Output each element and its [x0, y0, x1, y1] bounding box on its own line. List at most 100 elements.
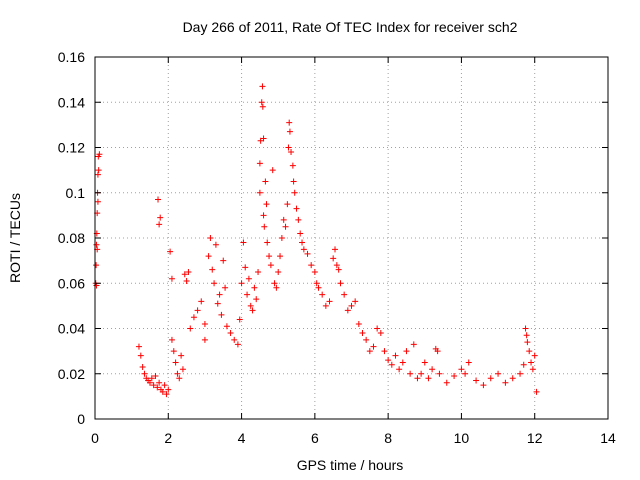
data-point	[222, 284, 229, 291]
data-point	[205, 253, 212, 260]
x-tick-label: 8	[384, 430, 392, 446]
data-point	[156, 379, 163, 386]
data-point	[273, 284, 280, 291]
y-axis-label: ROTI / TECUs	[7, 193, 23, 283]
y-tick-label: 0.1	[66, 185, 86, 201]
data-point	[148, 375, 155, 382]
data-point	[462, 370, 469, 377]
data-point	[275, 268, 282, 275]
data-point	[374, 325, 381, 332]
y-tick-labels: 0 0.02 0.04 0.06 0.08 0.1 0.12 0.14 0.16	[58, 49, 85, 427]
data-point	[429, 366, 436, 373]
data-point	[299, 239, 306, 246]
data-point	[311, 268, 318, 275]
data-point	[522, 325, 529, 332]
data-point	[370, 343, 377, 350]
y-tick-label: 0.06	[58, 275, 85, 291]
data-point	[256, 160, 263, 167]
data-point	[266, 253, 273, 260]
data-point	[297, 230, 304, 237]
data-point	[154, 384, 161, 391]
data-point	[187, 325, 194, 332]
data-point	[93, 262, 100, 269]
data-point	[377, 330, 384, 337]
data-point	[517, 370, 524, 377]
data-point	[152, 373, 159, 380]
data-point	[168, 336, 175, 343]
data-point	[201, 320, 208, 327]
data-points	[92, 83, 540, 398]
data-point	[304, 250, 311, 257]
data-point	[198, 298, 205, 305]
data-point	[332, 246, 339, 253]
data-point	[363, 336, 370, 343]
data-point	[295, 216, 302, 223]
x-tick-label: 12	[527, 430, 543, 446]
data-point	[355, 320, 362, 327]
x-tick-label: 10	[454, 430, 470, 446]
data-point	[185, 268, 192, 275]
data-point	[244, 291, 251, 298]
data-point	[300, 246, 307, 253]
data-point	[139, 363, 146, 370]
data-point	[487, 375, 494, 382]
data-point	[286, 119, 293, 126]
data-point	[526, 348, 533, 355]
y-tick-label: 0.14	[58, 94, 85, 110]
data-point	[282, 223, 289, 230]
data-point	[322, 302, 329, 309]
data-point	[290, 178, 297, 185]
data-point	[165, 386, 172, 393]
data-point	[135, 343, 142, 350]
data-point	[183, 277, 190, 284]
data-point	[181, 271, 188, 278]
x-tick-labels: 0 2 4 6 8 10 12 14	[91, 430, 616, 446]
data-point	[267, 262, 274, 269]
data-point	[289, 162, 296, 169]
y-tick-label: 0.08	[58, 230, 85, 246]
data-point	[533, 388, 540, 395]
x-tick-label: 2	[164, 430, 172, 446]
data-point	[172, 359, 179, 366]
data-point	[451, 373, 458, 380]
data-point	[315, 284, 322, 291]
data-point	[157, 214, 164, 221]
data-point	[278, 235, 285, 241]
x-tick-label: 14	[600, 430, 616, 446]
data-point	[251, 284, 258, 291]
data-point	[238, 280, 245, 287]
data-point	[333, 262, 340, 269]
data-point	[247, 302, 254, 309]
x-tick-label: 4	[238, 430, 246, 446]
data-point	[313, 280, 320, 287]
data-point	[258, 99, 265, 106]
data-point	[319, 291, 326, 298]
data-point	[220, 257, 227, 264]
data-point	[174, 370, 181, 377]
data-point	[194, 307, 201, 314]
data-point	[259, 103, 266, 110]
data-point	[531, 352, 538, 359]
data-point	[418, 370, 425, 377]
data-point	[388, 361, 395, 368]
data-point	[96, 151, 103, 158]
data-point	[458, 366, 465, 373]
data-point	[352, 298, 359, 305]
data-point	[399, 359, 406, 366]
data-point	[163, 391, 170, 398]
data-point	[434, 348, 441, 355]
data-point	[341, 291, 348, 298]
data-point	[167, 248, 174, 255]
data-point	[190, 314, 197, 321]
y-tick-label: 0.02	[58, 366, 85, 382]
data-point	[465, 359, 472, 366]
data-point	[277, 253, 284, 260]
data-point	[240, 239, 247, 246]
data-point	[245, 275, 252, 282]
data-point	[141, 370, 148, 377]
data-point	[263, 201, 270, 208]
grid-lines	[95, 57, 608, 419]
data-point	[223, 323, 230, 330]
data-point	[146, 379, 153, 386]
